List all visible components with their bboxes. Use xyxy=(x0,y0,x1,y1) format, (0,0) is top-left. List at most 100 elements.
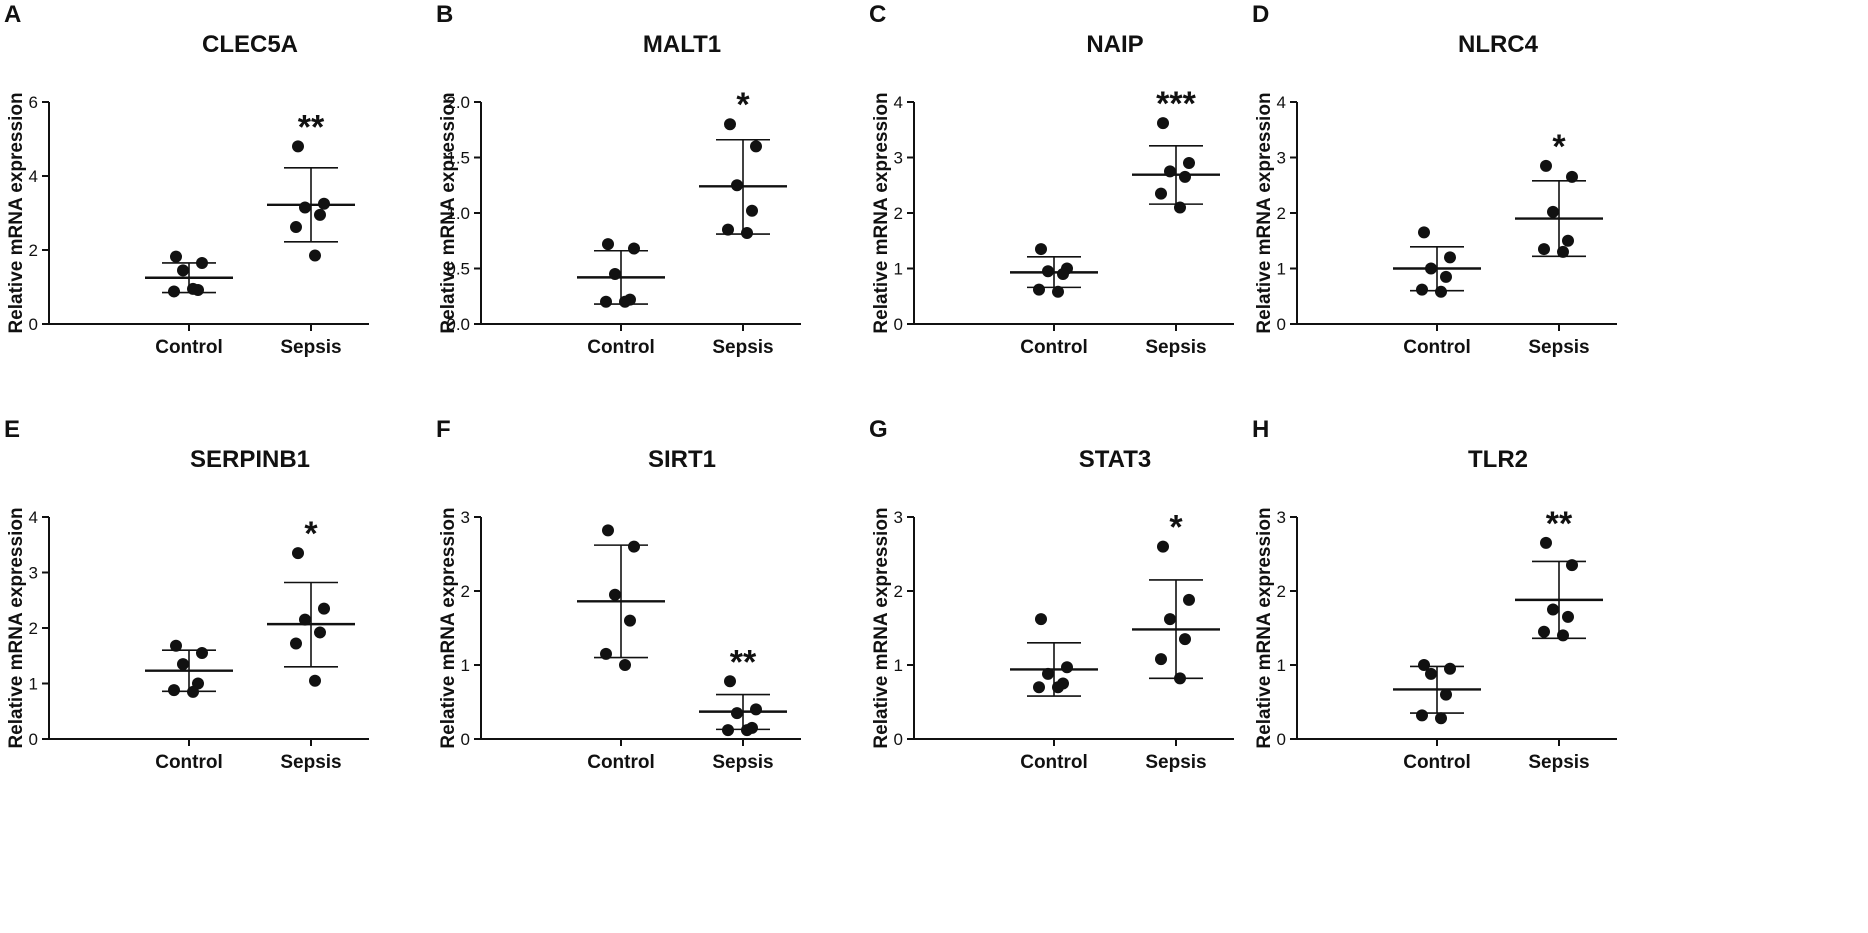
data-point xyxy=(628,242,640,255)
y-tick-label: 1.5 xyxy=(446,149,470,168)
data-point xyxy=(741,226,753,239)
y-tick-label: 1 xyxy=(29,675,38,694)
data-point xyxy=(600,647,612,660)
x-tick-label: Sepsis xyxy=(712,337,773,358)
data-point xyxy=(1540,536,1552,549)
data-point xyxy=(1435,712,1447,725)
group-sepsis: Sepsis ** xyxy=(1515,505,1603,773)
data-point xyxy=(750,703,762,716)
data-point xyxy=(1057,268,1069,281)
data-point xyxy=(1155,653,1167,666)
data-point xyxy=(187,282,199,295)
x-tick-label: Control xyxy=(1403,337,1471,358)
data-point xyxy=(1547,205,1559,218)
data-point xyxy=(619,659,631,671)
data-point xyxy=(1416,283,1428,296)
data-point xyxy=(1418,659,1430,671)
data-point xyxy=(1566,559,1578,572)
data-point xyxy=(1042,265,1054,278)
x-tick-label: Sepsis xyxy=(1145,337,1206,358)
data-point xyxy=(1052,285,1064,298)
data-point xyxy=(1444,251,1456,264)
data-point xyxy=(1562,234,1574,247)
data-point xyxy=(168,285,180,298)
data-point xyxy=(170,639,182,652)
data-point xyxy=(1538,625,1550,638)
data-point xyxy=(1179,633,1191,646)
y-tick-label: 3 xyxy=(1277,508,1286,527)
data-point xyxy=(1155,187,1167,200)
data-point xyxy=(602,524,614,537)
data-point xyxy=(628,540,640,553)
x-tick-label: Sepsis xyxy=(1528,337,1589,358)
y-tick-label: 4 xyxy=(1277,93,1286,112)
x-tick-label: Sepsis xyxy=(280,752,341,773)
data-point xyxy=(187,685,199,698)
data-point xyxy=(741,724,753,737)
panel-title: STAT3 xyxy=(1079,446,1151,473)
y-tick-label: 2 xyxy=(1277,582,1286,601)
data-point xyxy=(609,588,621,601)
y-tick-label: 1.0 xyxy=(446,204,470,223)
significance-marker: ** xyxy=(298,108,325,146)
y-tick-label: 2 xyxy=(461,582,470,601)
data-point xyxy=(1035,243,1047,256)
data-point xyxy=(1174,672,1186,685)
data-point xyxy=(299,613,311,626)
y-axis-title: Relative mRNA expression xyxy=(6,507,27,748)
data-point xyxy=(602,238,614,251)
y-tick-label: 1 xyxy=(894,656,903,675)
data-point xyxy=(1174,201,1186,214)
y-axis-title: Relative mRNA expression xyxy=(871,92,892,333)
significance-marker: * xyxy=(1169,509,1183,547)
data-point xyxy=(624,614,636,627)
data-point xyxy=(309,674,321,687)
data-point xyxy=(1425,667,1437,680)
data-point xyxy=(1566,170,1578,183)
group-control: Control xyxy=(577,524,665,773)
y-tick-label: 2 xyxy=(894,582,903,601)
y-tick-label: 1 xyxy=(894,260,903,279)
data-point xyxy=(724,675,736,688)
data-point xyxy=(619,295,631,308)
x-tick-label: Sepsis xyxy=(712,752,773,773)
x-tick-label: Control xyxy=(155,337,223,358)
data-point xyxy=(724,118,736,131)
data-point xyxy=(731,179,743,192)
y-tick-label: 1 xyxy=(1277,260,1286,279)
x-tick-label: Control xyxy=(1403,752,1471,773)
data-point xyxy=(1538,243,1550,256)
data-point xyxy=(196,646,208,659)
data-point xyxy=(731,707,743,720)
x-tick-label: Control xyxy=(587,337,655,358)
data-point xyxy=(1183,593,1195,606)
group-sepsis: Sepsis * xyxy=(699,86,787,358)
y-tick-label: 2 xyxy=(29,619,38,638)
data-point xyxy=(1035,613,1047,626)
y-tick-label: 6 xyxy=(29,93,38,112)
data-point xyxy=(1183,157,1195,170)
group-sepsis: Sepsis ** xyxy=(267,108,355,358)
y-tick-label: 2 xyxy=(894,204,903,223)
y-tick-label: 3 xyxy=(894,149,903,168)
data-point xyxy=(1440,270,1452,283)
data-point xyxy=(1164,165,1176,178)
panel-letter: E xyxy=(4,416,20,443)
y-tick-label: 0 xyxy=(29,315,38,334)
x-tick-label: Control xyxy=(587,752,655,773)
panel-title: CLEC5A xyxy=(202,31,298,58)
y-tick-label: 0 xyxy=(894,315,903,334)
data-point xyxy=(722,724,734,737)
data-point xyxy=(1547,603,1559,616)
data-point xyxy=(170,250,182,263)
y-tick-label: 3 xyxy=(1277,149,1286,168)
x-tick-label: Sepsis xyxy=(1528,752,1589,773)
data-point xyxy=(1042,667,1054,680)
data-point xyxy=(290,637,302,650)
panel-letter: F xyxy=(436,416,451,443)
data-point xyxy=(600,295,612,308)
panel-title: SIRT1 xyxy=(648,446,716,473)
panel-title: TLR2 xyxy=(1468,446,1528,473)
